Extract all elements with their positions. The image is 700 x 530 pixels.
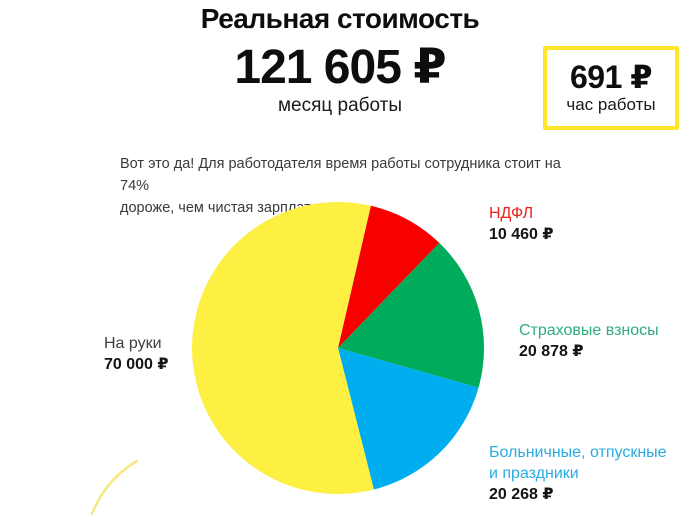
monthly-cost-block: 121 605 ₽ месяц работы xyxy=(0,44,680,117)
pie-chart xyxy=(191,201,484,494)
slice-name-sick-line-2: и праздники xyxy=(489,464,579,482)
hourly-cost-value: 691 ₽ xyxy=(569,59,653,96)
slice-value-net: 70 000 ₽ xyxy=(104,355,169,373)
slice-name-net: На руки xyxy=(104,335,162,352)
hourly-cost-box: 691 ₽ час работы xyxy=(543,46,679,130)
note-text: Вот это да! Для работодателя время работ… xyxy=(120,153,580,220)
note-line-1: Вот это да! Для работодателя время работ… xyxy=(120,155,561,194)
monthly-cost-value: 121 605 ₽ xyxy=(234,41,446,94)
pie-slice-ndfl xyxy=(338,205,440,348)
page-title: Реальная стоимость xyxy=(200,3,480,34)
slice-name-sick-line-1: Больничные, отпускные xyxy=(489,444,667,461)
slice-name-sick-leave: Больничные, отпускные и праздники xyxy=(489,443,679,485)
slice-label-ndfl: НДФЛ 10 460 ₽ xyxy=(489,204,554,246)
slice-value-ndfl: 10 460 ₽ xyxy=(489,225,554,243)
slice-name-ndfl: НДФЛ xyxy=(489,205,534,222)
slice-name-insurance: Страховые взносы xyxy=(519,322,659,339)
pie-slice-insurance xyxy=(338,242,484,388)
monthly-cost-label: месяц работы xyxy=(277,95,403,116)
decorative-arc xyxy=(90,459,139,516)
hourly-cost-label: час работы xyxy=(566,94,656,114)
slice-value-sick-leave: 20 268 ₽ xyxy=(489,485,554,503)
slice-label-sick-leave: Больничные, отпускные и праздники 20 268… xyxy=(489,443,679,505)
pie-slice-net xyxy=(191,201,374,494)
slice-label-net: На руки 70 000 ₽ xyxy=(104,334,169,376)
slice-value-insurance: 20 878 ₽ xyxy=(519,342,584,360)
note-line-2: дороже, чем чистая зарплата. xyxy=(120,200,323,217)
slice-label-insurance: Страховые взносы 20 878 ₽ xyxy=(519,321,659,363)
pie-slice-sick xyxy=(338,348,479,490)
